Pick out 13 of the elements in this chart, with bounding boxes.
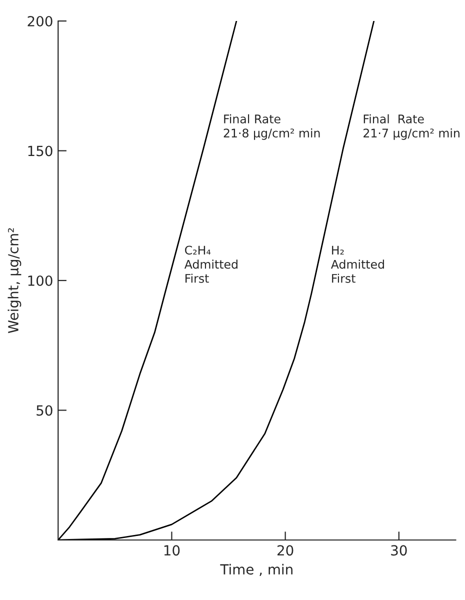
- x-tick-label: 30: [391, 545, 407, 556]
- x-axis-title: Time , min: [220, 564, 292, 576]
- x-tick-label: 20: [277, 545, 294, 556]
- y-tick-label: 100: [28, 275, 52, 286]
- annotation: C₂H₄ Admitted First: [184, 246, 238, 283]
- x-tick-label: 10: [164, 545, 180, 556]
- y-tick-label: 150: [28, 146, 52, 156]
- annotation: Final Rate 21·8 µg/cm² min: [224, 114, 320, 140]
- y-tick-label: 200: [28, 16, 52, 26]
- y-axis-title: Weight, µg/cm²: [8, 228, 22, 334]
- annotation: H₂ Admitted First: [330, 246, 384, 283]
- y-tick-label: 50: [36, 405, 52, 416]
- annotation: Final Rate 21·7 µg/cm² min: [364, 114, 460, 140]
